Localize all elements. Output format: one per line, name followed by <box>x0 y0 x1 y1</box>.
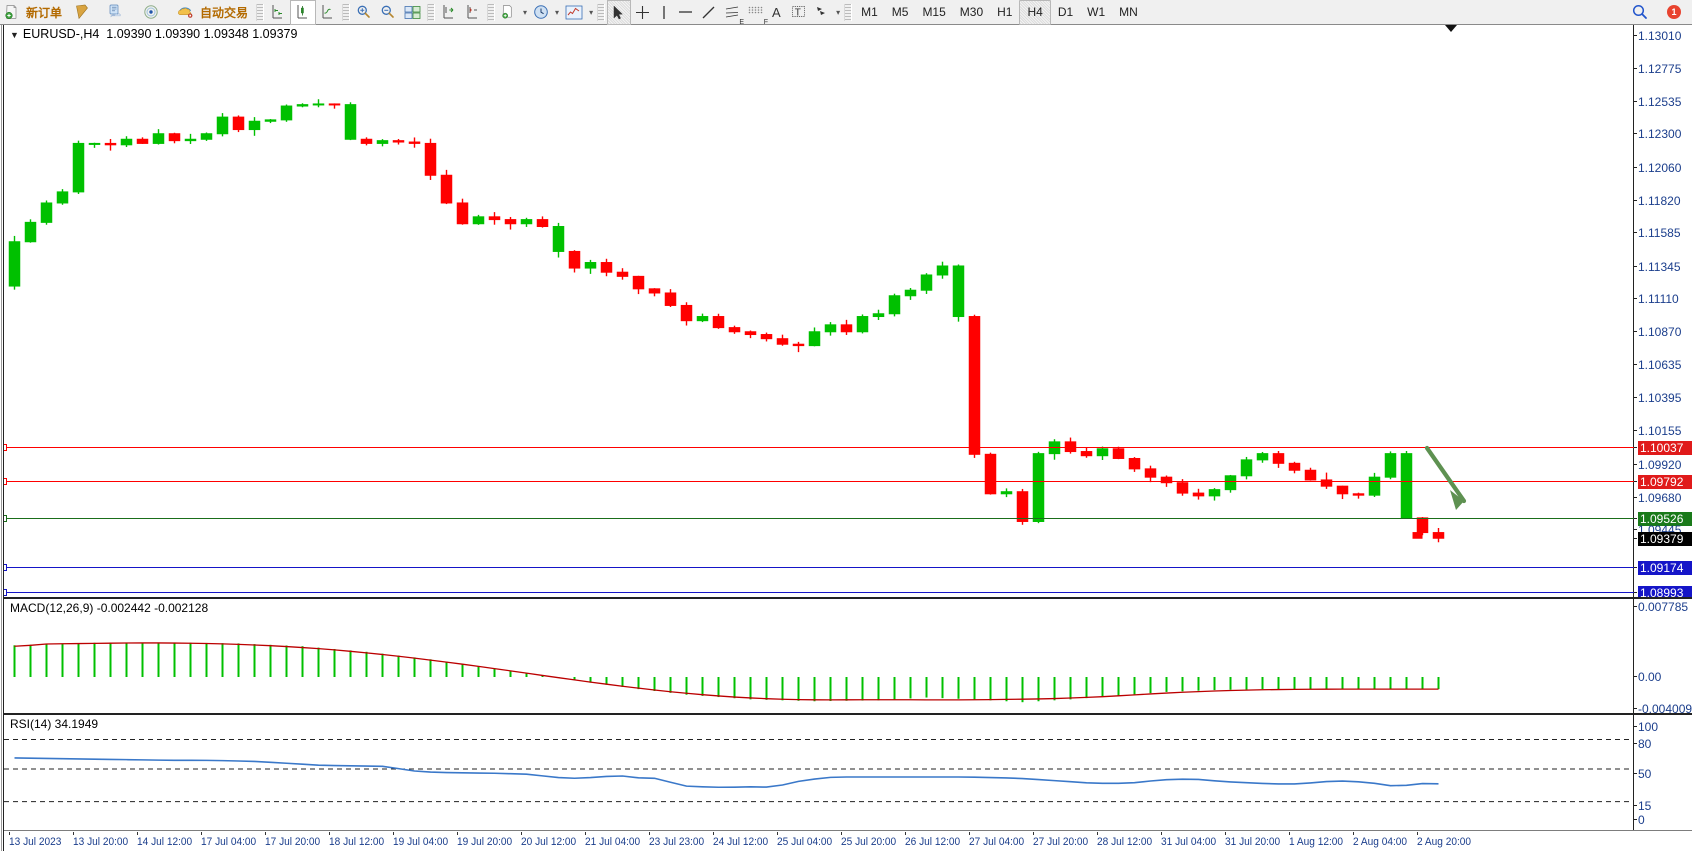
svg-text:T: T <box>795 8 801 19</box>
svg-text:1: 1 <box>1671 7 1676 17</box>
svg-text:A: A <box>772 5 781 19</box>
